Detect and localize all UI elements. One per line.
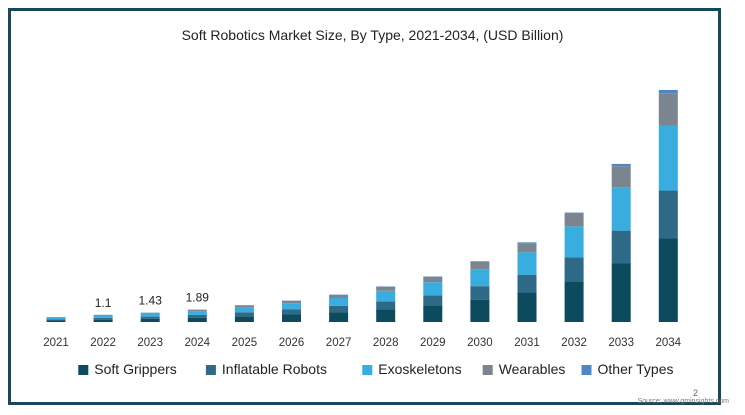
x-tick-label-2034: 2034 bbox=[656, 337, 682, 349]
bar-segment-exoskeletons-2034 bbox=[658, 125, 678, 191]
x-tick-label-2024: 2024 bbox=[185, 337, 211, 349]
data-label-2023: 1.43 bbox=[139, 294, 163, 308]
bar-segment-exoskeletons-2024 bbox=[187, 311, 207, 315]
bar-segment-soft-grippers-2030 bbox=[470, 299, 490, 322]
bar-segment-soft-grippers-2025 bbox=[234, 316, 254, 322]
bar-segment-soft-grippers-2026 bbox=[282, 314, 301, 322]
x-tick-label-2026: 2026 bbox=[279, 337, 305, 349]
bar-segment-inflatable-robots-2024 bbox=[187, 314, 207, 318]
bar-segment-wearables-2025 bbox=[234, 305, 254, 308]
bar-segment-wearables-2021 bbox=[46, 317, 66, 318]
x-tick-label-2028: 2028 bbox=[373, 337, 399, 349]
bar-segment-soft-grippers-2028 bbox=[376, 309, 396, 322]
bar-segment-other-types-2032 bbox=[564, 212, 584, 214]
data-label-2024: 1.89 bbox=[186, 291, 210, 305]
x-tick-label-2033: 2033 bbox=[608, 337, 634, 349]
x-tick-label-2025: 2025 bbox=[232, 337, 258, 349]
bar-segment-inflatable-robots-2021 bbox=[46, 319, 66, 321]
bar-segment-inflatable-robots-2028 bbox=[376, 301, 396, 310]
legend-swatch-other-types bbox=[581, 365, 592, 375]
bar-segment-other-types-2033 bbox=[611, 163, 631, 167]
bar-segment-inflatable-robots-2029 bbox=[423, 295, 443, 306]
bar-segment-wearables-2022 bbox=[93, 314, 113, 316]
bar-segment-exoskeletons-2030 bbox=[470, 269, 490, 287]
bar-segment-inflatable-robots-2027 bbox=[329, 305, 349, 313]
bar-segment-exoskeletons-2029 bbox=[423, 282, 443, 296]
legend-label-inflatable-robots: Inflatable Robots bbox=[222, 361, 327, 377]
bar-segment-wearables-2023 bbox=[140, 312, 160, 314]
bar-segment-other-types-2030 bbox=[470, 261, 490, 262]
chart-title: Soft Robotics Market Size, By Type, 2021… bbox=[181, 27, 564, 43]
bar-segment-wearables-2031 bbox=[517, 243, 537, 253]
x-tick-label-2021: 2021 bbox=[43, 337, 69, 349]
bar-segment-exoskeletons-2027 bbox=[329, 298, 349, 306]
bar-segment-exoskeletons-2028 bbox=[376, 290, 396, 302]
x-tick-label-2023: 2023 bbox=[137, 337, 163, 349]
legend-label-wearables: Wearables bbox=[499, 361, 566, 377]
bar-segment-inflatable-robots-2025 bbox=[234, 312, 254, 317]
x-tick-label-2027: 2027 bbox=[326, 337, 352, 349]
bar-segment-soft-grippers-2024 bbox=[187, 317, 207, 322]
bar-segment-inflatable-robots-2026 bbox=[282, 309, 301, 315]
bar-segment-wearables-2027 bbox=[329, 294, 349, 299]
legend-swatch-wearables bbox=[482, 365, 493, 375]
bar-segment-exoskeletons-2022 bbox=[93, 315, 113, 318]
bar-segment-soft-grippers-2027 bbox=[329, 312, 349, 322]
bar-segment-soft-grippers-2034 bbox=[658, 238, 678, 322]
bar-segment-inflatable-robots-2030 bbox=[470, 286, 490, 300]
legend-swatch-inflatable-robots bbox=[205, 365, 216, 375]
x-tick-label-2032: 2032 bbox=[561, 337, 587, 349]
x-tick-label-2031: 2031 bbox=[514, 337, 540, 349]
bar-segment-inflatable-robots-2034 bbox=[658, 190, 678, 239]
bar-segment-soft-grippers-2023 bbox=[140, 318, 160, 322]
page-number: 2 bbox=[692, 388, 698, 398]
bar-segment-exoskeletons-2023 bbox=[140, 313, 160, 317]
chart-frame bbox=[8, 8, 721, 405]
source-note: Source: www.gminsights.com bbox=[637, 398, 729, 405]
bar-segment-soft-grippers-2031 bbox=[517, 292, 537, 322]
bar-segment-inflatable-robots-2033 bbox=[611, 230, 631, 264]
bar-segment-wearables-2034 bbox=[658, 93, 678, 126]
bar-segment-wearables-2033 bbox=[611, 166, 631, 188]
legend-label-other-types: Other Types bbox=[598, 361, 674, 377]
bar-segment-wearables-2026 bbox=[282, 300, 301, 304]
bar-segment-inflatable-robots-2031 bbox=[517, 274, 537, 293]
bar-segment-exoskeletons-2025 bbox=[234, 307, 254, 313]
bar-segment-soft-grippers-2022 bbox=[93, 319, 113, 322]
data-label-2022: 1.1 bbox=[95, 296, 112, 310]
legend-label-soft-grippers: Soft Grippers bbox=[94, 361, 176, 377]
bar-segment-wearables-2028 bbox=[376, 286, 396, 291]
x-tick-label-2022: 2022 bbox=[90, 337, 116, 349]
bar-segment-wearables-2030 bbox=[470, 261, 490, 270]
bar-segment-inflatable-robots-2032 bbox=[564, 257, 584, 282]
bar-segment-inflatable-robots-2022 bbox=[93, 317, 113, 320]
bar-segment-exoskeletons-2026 bbox=[282, 303, 301, 310]
bar-segment-soft-grippers-2032 bbox=[564, 281, 584, 322]
bar-segment-soft-grippers-2021 bbox=[46, 320, 66, 322]
bar-segment-other-types-2034 bbox=[658, 90, 678, 94]
x-tick-label-2030: 2030 bbox=[467, 337, 493, 349]
bar-segment-exoskeletons-2033 bbox=[611, 187, 631, 231]
legend-swatch-soft-grippers bbox=[78, 365, 89, 375]
legend-swatch-exoskeletons bbox=[362, 365, 373, 375]
bar-segment-exoskeletons-2031 bbox=[517, 252, 537, 275]
legend-label-exoskeletons: Exoskeletons bbox=[378, 361, 461, 377]
bar-segment-exoskeletons-2032 bbox=[564, 226, 584, 258]
bar-segment-other-types-2031 bbox=[517, 242, 537, 244]
bar-segment-wearables-2024 bbox=[187, 309, 207, 312]
bar-segment-wearables-2032 bbox=[564, 213, 584, 227]
bar-segment-soft-grippers-2033 bbox=[611, 263, 631, 322]
bar-segment-wearables-2029 bbox=[423, 276, 443, 283]
bar-segment-exoskeletons-2021 bbox=[46, 317, 66, 320]
bar-segment-soft-grippers-2029 bbox=[423, 305, 443, 322]
bar-segment-inflatable-robots-2023 bbox=[140, 316, 160, 319]
x-tick-label-2029: 2029 bbox=[420, 337, 446, 349]
